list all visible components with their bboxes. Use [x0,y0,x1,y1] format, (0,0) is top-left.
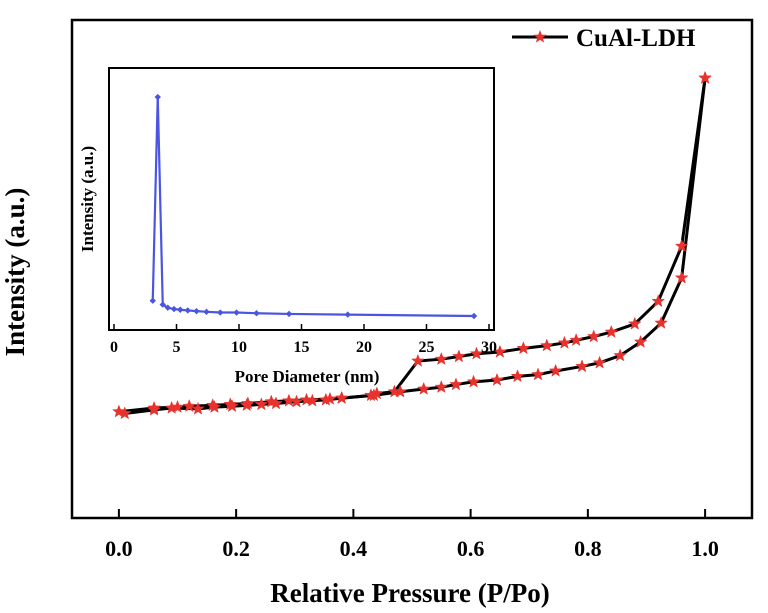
main-x-tick-label: 0.2 [222,536,250,561]
pore-distribution-point [149,297,156,304]
desorption-point [469,346,484,360]
adsorption-point [575,359,589,373]
desorption-point [604,324,619,338]
adsorption-point [674,270,689,284]
inset-plot-frame [108,67,495,331]
inset-plot: 0 5 10 15 20 25 30 Pore Diameter (nm) Intensit… [78,67,497,386]
pore-distribution-point [470,312,478,320]
desorption-point [569,333,584,347]
inset-x-axis-title: Pore Diameter (nm) [235,367,380,386]
desorption-point [240,396,255,410]
desorption-point [387,384,402,398]
legend-star [533,30,547,43]
adsorption-point [654,315,669,329]
desorption-point [369,386,384,400]
adsorption-point [592,355,607,369]
pore-distribution-point [177,306,184,313]
pore-distribution-point [203,308,210,316]
inset-x-tick-label: 5 [173,339,181,356]
desorption-point [493,344,507,358]
pore-distribution-point [159,301,166,308]
pore-distribution-point [253,310,260,317]
inset-x-tick-label: 25 [419,339,435,356]
desorption-point [557,335,572,349]
desorption-point [112,404,126,418]
adsorption-point [633,334,648,348]
desorption-point [182,398,197,413]
desorption-point [299,392,314,406]
desorption-point [674,238,689,253]
main-x-tick-label: 1.0 [691,536,719,561]
desorption-point [334,390,349,404]
pore-distribution-point [217,309,224,316]
desorption-point [170,399,185,413]
adsorption-point [254,397,269,411]
main-plot: 0.0 0.2 0.4 0.6 0.8 1.0 Relative Pressure (P/… [0,18,754,608]
main-x-axis-title: Relative Pressure (P/Po) [270,578,549,608]
adsorption-point [416,381,431,395]
pore-distribution-point [344,311,351,318]
pore-distribution-point [193,307,200,315]
desorption-point [651,294,666,308]
adsorption-point [449,377,463,391]
inset-y-axis-title: Intensity (a.u.) [78,146,97,252]
main-x-ticks: 0.0 0.2 0.4 0.6 0.8 1.0 [105,509,719,561]
desorption-point [323,391,337,405]
main-x-tick-label: 0.6 [457,536,485,561]
legend-label-cual-ldh: CuAl-LDH [576,25,696,52]
inset-x-tick-label: 30 [481,339,497,356]
adsorption-point [466,374,481,388]
inset-x-tick-label: 10 [231,339,247,356]
main-x-tick-label: 0.0 [105,536,133,561]
inset-x-ticks: 0 5 10 15 20 25 30 [110,324,497,356]
inset-series [149,93,478,320]
desorption-point [223,397,238,411]
adsorption-point [434,379,449,394]
main-x-tick-label: 0.8 [574,536,602,561]
pore-distribution-point [154,93,161,101]
inset-x-tick-label: 0 [110,339,118,356]
main-y-axis-title: Intensity (a.u.) [0,188,30,357]
main-plot-frame [70,18,754,520]
desorption-point [264,394,279,408]
pore-distribution-point [233,309,240,316]
adsorption-point [510,369,525,383]
main-x-tick-label: 0.4 [340,536,368,561]
desorption-point [627,316,642,330]
adsorption-point [490,372,504,386]
desorption-point [205,398,220,412]
desorption-point [516,341,531,355]
desorption-point [410,353,425,367]
pore-distribution-point [164,304,171,311]
desorption-point [147,400,161,414]
inset-x-tick-label: 15 [294,339,310,356]
legend-star-marker [533,30,547,43]
adsorption-point [191,401,205,415]
adsorption-point [613,348,627,362]
desorption-point [586,329,601,343]
adsorption-point [548,363,563,377]
adsorption-point [531,367,545,381]
legend: CuAl-LDH [512,25,696,52]
desorption-point [539,338,554,352]
desorption-point [434,351,449,366]
main-series [112,70,712,420]
desorption-point [282,393,296,407]
inset-x-tick-label: 20 [356,339,372,356]
desorption-point [698,70,712,84]
pore-distribution-point [170,305,178,313]
pore-distribution-point [285,310,293,318]
pore-distribution-point [184,307,191,314]
desorption-point [452,349,466,363]
